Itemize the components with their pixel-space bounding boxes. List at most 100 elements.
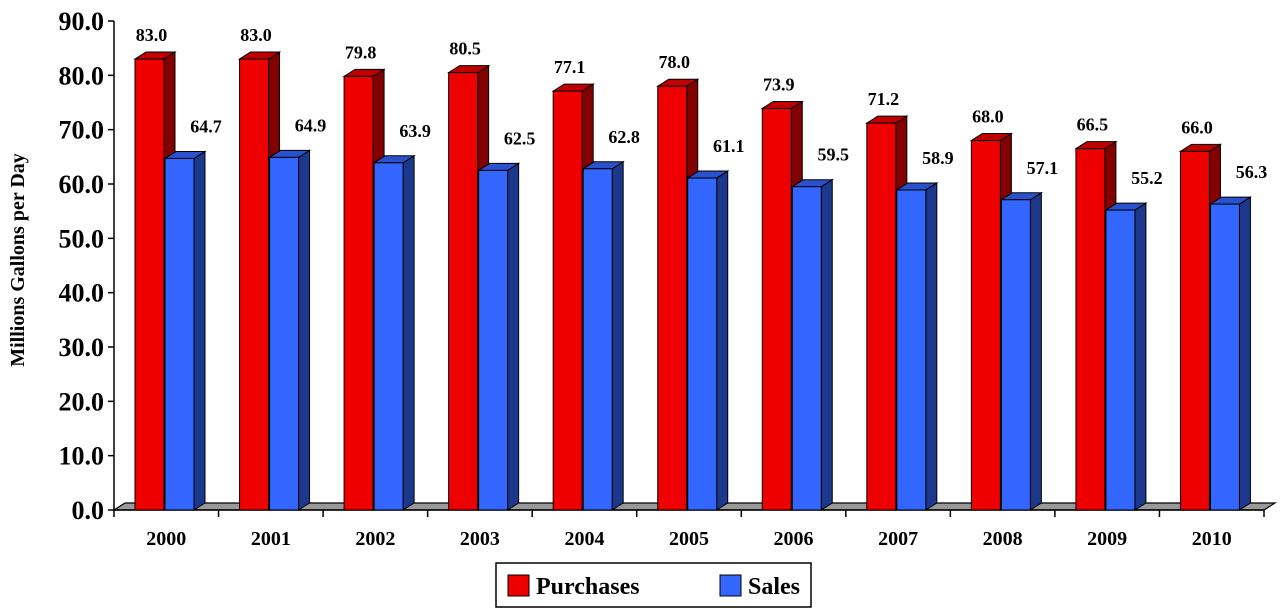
y-tick-label: 90.0 bbox=[59, 7, 105, 36]
bar-sales-2009 bbox=[1104, 202, 1148, 511]
data-label-purchases: 78.0 bbox=[658, 52, 690, 72]
bar-side bbox=[611, 160, 624, 511]
bar-front bbox=[791, 186, 822, 511]
bar-sales-2000 bbox=[163, 150, 207, 511]
y-tick-label: 70.0 bbox=[59, 116, 105, 145]
bar-front bbox=[552, 90, 583, 511]
bar-front bbox=[582, 168, 613, 511]
bar-side bbox=[402, 154, 415, 511]
bar-front bbox=[970, 140, 1001, 511]
axes: 0.0 10.0 20.0 30.0 40.0 50.0 60.0 70.0 80.0 90.0 2… bbox=[59, 7, 1265, 550]
data-labels: 83.0 64.7 83.0 64.9 79.8 63.9 80.5 62.5 77.1 62.8… bbox=[136, 25, 1267, 188]
x-tick-label: 2010 bbox=[1192, 528, 1232, 550]
bar-front bbox=[448, 72, 479, 511]
bar-front bbox=[164, 157, 195, 511]
data-label-purchases: 80.5 bbox=[449, 39, 481, 59]
bar-front bbox=[896, 189, 927, 511]
data-label-sales: 62.8 bbox=[608, 127, 640, 147]
x-tick-label: 2006 bbox=[774, 528, 814, 550]
bar-sales-2007 bbox=[895, 182, 939, 511]
data-label-purchases: 83.0 bbox=[136, 25, 168, 45]
bar-side bbox=[193, 150, 206, 511]
bar-front bbox=[373, 162, 404, 511]
x-tick-label: 2003 bbox=[460, 528, 500, 550]
bar-front bbox=[1209, 203, 1240, 511]
x-tick-label: 2000 bbox=[146, 528, 186, 550]
data-label-sales: 64.9 bbox=[295, 115, 327, 135]
bar-front bbox=[269, 156, 300, 511]
data-label-purchases: 73.9 bbox=[763, 74, 795, 94]
data-label-sales: 56.3 bbox=[1236, 162, 1268, 182]
y-tick-label: 10.0 bbox=[59, 442, 105, 471]
x-tick-label: 2008 bbox=[983, 528, 1023, 550]
y-tick-label: 30.0 bbox=[59, 333, 105, 362]
data-label-purchases: 77.1 bbox=[554, 57, 586, 77]
bar-side bbox=[1134, 202, 1147, 511]
bar-purchases-2008 bbox=[969, 132, 1014, 511]
bar-front bbox=[478, 169, 509, 511]
y-tick-label: 0.0 bbox=[72, 496, 105, 525]
bar-sales-2004 bbox=[581, 160, 625, 511]
bar-front bbox=[866, 122, 897, 511]
x-tick-label: 2001 bbox=[251, 528, 291, 550]
data-label-sales: 57.1 bbox=[1027, 158, 1059, 178]
legend-frame bbox=[495, 562, 812, 608]
x-tick-label: 2004 bbox=[564, 528, 604, 550]
x-tick-label: 2002 bbox=[355, 528, 395, 550]
data-label-purchases: 66.0 bbox=[1181, 117, 1213, 137]
legend-label-sales: Sales bbox=[748, 574, 800, 600]
bar-sales-2002 bbox=[372, 154, 416, 511]
bar-front bbox=[134, 58, 165, 511]
data-label-sales: 62.5 bbox=[504, 128, 536, 148]
bar-sales-2006 bbox=[790, 178, 834, 511]
bar-front bbox=[687, 177, 718, 511]
bar-side bbox=[820, 178, 833, 511]
data-label-sales: 58.9 bbox=[922, 148, 954, 168]
data-label-purchases: 83.0 bbox=[240, 25, 272, 45]
bar-side bbox=[716, 170, 729, 511]
data-label-sales: 63.9 bbox=[399, 121, 431, 141]
data-label-sales: 64.7 bbox=[190, 116, 222, 136]
x-tick-label: 2007 bbox=[878, 528, 918, 550]
bar-side bbox=[925, 182, 938, 511]
bars bbox=[133, 51, 1253, 511]
bar-front bbox=[1105, 209, 1136, 511]
x-tick-label: 2009 bbox=[1087, 528, 1127, 550]
legend: Purchases Sales bbox=[495, 562, 812, 608]
data-label-purchases: 66.5 bbox=[1077, 115, 1109, 135]
data-label-purchases: 68.0 bbox=[972, 107, 1004, 127]
y-tick-label: 40.0 bbox=[59, 279, 105, 308]
bar-front bbox=[1075, 148, 1106, 511]
legend-swatch-sales bbox=[719, 574, 742, 597]
data-label-sales: 59.5 bbox=[818, 145, 850, 165]
data-label-purchases: 79.8 bbox=[345, 42, 377, 62]
legend-swatch-purchases bbox=[507, 574, 530, 597]
bar-sales-2010 bbox=[1208, 196, 1253, 511]
bar-front bbox=[343, 75, 374, 511]
bar-sales-2001 bbox=[267, 149, 312, 511]
legend-label-purchases: Purchases bbox=[536, 574, 640, 600]
bar-side bbox=[298, 149, 311, 511]
bar-sales-2005 bbox=[686, 170, 730, 511]
y-tick-label: 60.0 bbox=[59, 170, 105, 199]
bar-side bbox=[507, 162, 520, 511]
bar-front bbox=[761, 107, 792, 511]
bar-front bbox=[239, 58, 270, 511]
data-label-sales: 55.2 bbox=[1131, 168, 1163, 188]
bar-purchases-2000 bbox=[133, 51, 177, 511]
y-axis-title: Millions Gallons per Day bbox=[7, 153, 29, 367]
x-tick-label: 2005 bbox=[669, 528, 709, 550]
bar-sales-2003 bbox=[476, 162, 521, 511]
y-tick-label: 20.0 bbox=[59, 387, 105, 416]
bar-front bbox=[1179, 150, 1210, 511]
bar-side bbox=[1238, 196, 1251, 511]
y-tick-label: 50.0 bbox=[59, 224, 105, 253]
y-tick-label: 80.0 bbox=[59, 61, 105, 90]
bar-front bbox=[1000, 199, 1031, 511]
bar-sales-2008 bbox=[999, 191, 1044, 511]
bar-side bbox=[1029, 191, 1042, 511]
data-label-purchases: 71.2 bbox=[868, 89, 900, 109]
bar-front bbox=[657, 85, 688, 511]
data-label-sales: 61.1 bbox=[713, 136, 745, 156]
